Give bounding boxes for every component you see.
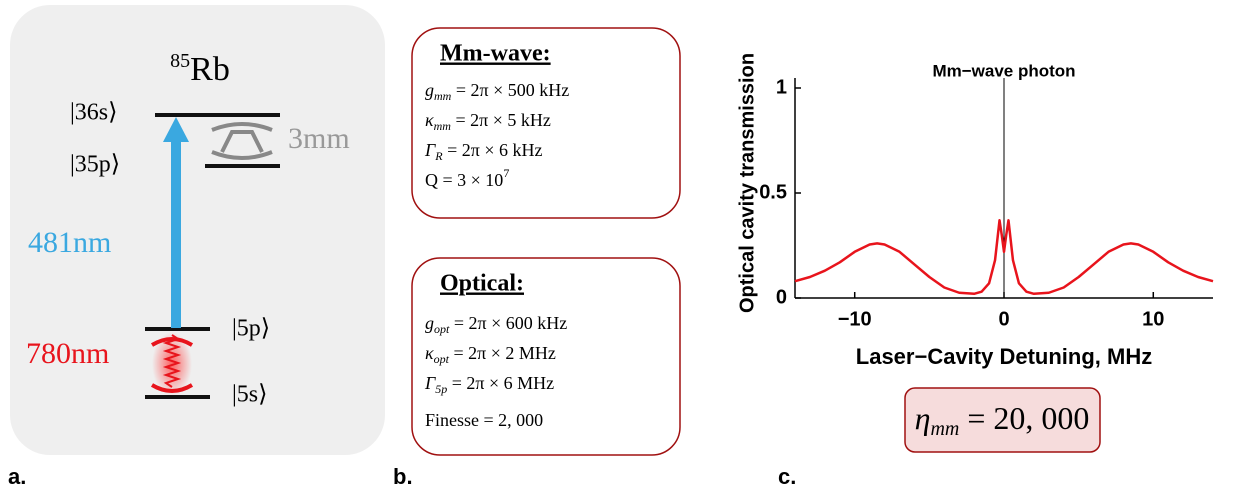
param-expr: = 2π × 6 kHz [443, 140, 543, 160]
param-box [411, 257, 681, 456]
result-box [904, 387, 1101, 453]
param-sub: mm [434, 119, 452, 133]
line-series [794, 219, 1214, 296]
symbol: Rb [190, 51, 230, 88]
param-line: κmm = 2π × 5 kHz [425, 110, 551, 133]
param-var: Γ [424, 373, 436, 393]
result-sub: mm [930, 418, 959, 440]
param-expr: = 2π × 600 kHz [449, 313, 567, 333]
result: ηmm = 20, 000 [915, 400, 1090, 439]
param-line: Γ5p = 2π × 6 MHz [424, 373, 554, 396]
param-var: Finesse [425, 410, 479, 430]
blue-arrow-shaft [171, 140, 181, 328]
box-header: Mm-wave: [440, 41, 551, 67]
param-var: κ [425, 110, 434, 130]
param-sub: opt [434, 322, 450, 336]
x-tick-label: −10 [838, 308, 872, 330]
element: 85Rb [170, 50, 230, 88]
param-sub: mm [434, 89, 452, 103]
y-tick-label: 0 [776, 286, 787, 308]
blue-arrow-head [163, 117, 189, 142]
cavity-size: 3mm [288, 122, 350, 155]
panel-a-background [10, 5, 385, 455]
param-line: gopt = 2π × 600 kHz [425, 313, 567, 336]
level-label: |36s⟩ [70, 100, 118, 126]
param-expr: = 2, 000 [479, 410, 543, 430]
param-sup: 7 [503, 166, 509, 180]
param-line: Q = 3 × 107 [425, 166, 509, 190]
param-line: gmm = 2π × 500 kHz [425, 80, 569, 103]
level-label: |5s⟩ [232, 382, 268, 408]
panel-label: c. [778, 464, 796, 488]
param-box [411, 27, 681, 219]
param-var: g [425, 313, 434, 333]
x-tick-label: 10 [1142, 308, 1164, 330]
param-var: Γ [424, 140, 436, 160]
mass: 85 [170, 50, 190, 72]
param-expr: = 2π × 5 kHz [451, 110, 551, 130]
level-label: |35p⟩ [70, 152, 120, 178]
param-expr: = 2π × 2 MHz [449, 343, 556, 363]
param-var: κ [425, 343, 434, 363]
y-axis-label: Optical cavity transmission [736, 53, 758, 313]
param-line: Finesse = 2, 000 [425, 410, 543, 430]
x-axis-label: Laser−Cavity Detuning, MHz [856, 344, 1152, 369]
param-expr: = 3 × 10 [438, 170, 503, 190]
panel-label: a. [8, 464, 26, 488]
param-sub: opt [434, 352, 450, 366]
result-var: η [915, 400, 931, 436]
param-line: ΓR = 2π × 6 kHz [424, 140, 542, 163]
param-line: κopt = 2π × 2 MHz [425, 343, 556, 366]
red-cavity [150, 337, 194, 393]
blue-wavelength: 481nm [28, 226, 111, 259]
chart: Mm−wave photon Laser−Cavity Detuning, MHz… [736, 53, 1214, 369]
red-wavelength: 780nm [26, 337, 109, 370]
param-expr: = 2π × 500 kHz [451, 80, 569, 100]
mm-cavity [211, 122, 273, 160]
panel-label: b. [393, 464, 413, 488]
y-tick-label: 0.5 [759, 181, 787, 203]
box-header: Optical: [440, 271, 524, 297]
param-sub: 5p [435, 382, 447, 396]
red-photon [162, 334, 182, 388]
y-tick-label: 1 [776, 76, 787, 98]
param-sub: R [434, 149, 443, 163]
level-label: |5p⟩ [232, 316, 270, 342]
x-tick-label: 0 [998, 308, 1009, 330]
chart-title: Mm−wave photon [932, 61, 1075, 80]
param-expr: = 2π × 6 MHz [447, 373, 554, 393]
param-var: Q [425, 170, 438, 190]
result-expr: = 20, 000 [959, 400, 1089, 436]
param-var: g [425, 80, 434, 100]
